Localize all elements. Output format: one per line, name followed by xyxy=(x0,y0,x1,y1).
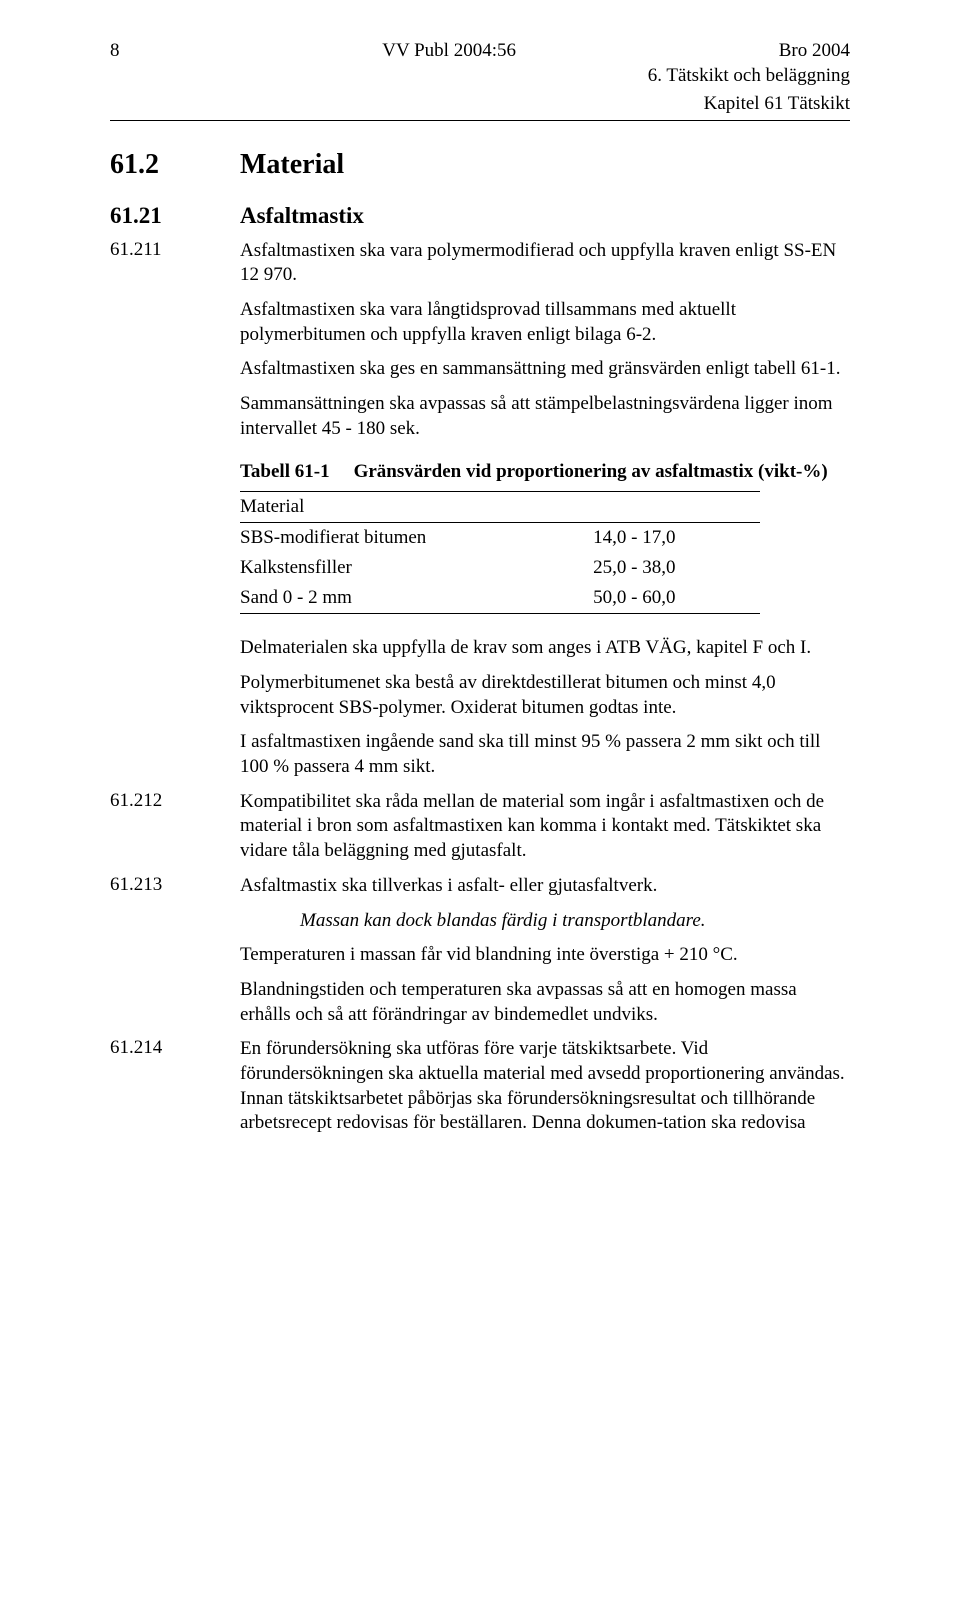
header-subtitle-1: 6. Tätskikt och beläggning xyxy=(110,64,850,88)
clause-61-213: 61.213 Asfaltmastix ska tillverkas i asf… xyxy=(110,874,850,899)
table-caption-text: Gränsvärden vid proportionering av asfal… xyxy=(354,461,828,483)
heading-title: Asfaltmastix xyxy=(240,203,364,229)
table-header-cell: Material xyxy=(240,492,760,523)
clause-text: Asfaltmastixen ska vara polymermodifiera… xyxy=(240,239,850,288)
clause-text: Asfaltmastixen ska vara långtidsprovad t… xyxy=(240,298,850,347)
table-cell-value: 25,0 - 38,0 xyxy=(533,553,760,583)
table-row: SBS-modifierat bitumen 14,0 - 17,0 xyxy=(240,523,760,554)
clause-61-214: 61.214 En förundersökning ska utföras fö… xyxy=(110,1037,850,1136)
table-cell-value: 50,0 - 60,0 xyxy=(533,583,760,614)
clause-text: I asfaltmastixen ingående sand ska till … xyxy=(240,730,850,779)
table-header-row: Material xyxy=(240,492,760,523)
clause-text: Asfaltmastixen ska ges en sammansättning… xyxy=(240,357,850,382)
table-label: Tabell 61-1 xyxy=(240,461,330,483)
clause-text: Kompatibilitet ska råda mellan de materi… xyxy=(240,790,850,864)
table-row: Kalkstensfiller 25,0 - 38,0 xyxy=(240,553,760,583)
heading-title: Material xyxy=(240,149,344,181)
table-cell-value: 14,0 - 17,0 xyxy=(533,523,760,554)
clause-number: 61.213 xyxy=(110,874,240,896)
page-number: 8 xyxy=(110,40,120,62)
table-caption: Tabell 61-1 Gränsvärden vid proportioner… xyxy=(240,461,850,483)
clause-text: En förundersökning ska utföras före varj… xyxy=(240,1037,850,1136)
heading-number: 61.21 xyxy=(110,203,240,229)
heading-number: 61.2 xyxy=(110,149,240,181)
publication-id: VV Publ 2004:56 xyxy=(382,40,516,62)
table-cell-material: SBS-modifierat bitumen xyxy=(240,523,533,554)
header-rule xyxy=(110,120,850,121)
heading-61-21: 61.21 Asfaltmastix xyxy=(110,203,850,229)
table-61-1: Tabell 61-1 Gränsvärden vid proportioner… xyxy=(240,461,850,614)
clause-text: Temperaturen i massan får vid blandning … xyxy=(240,943,850,968)
table-cell-material: Kalkstensfiller xyxy=(240,553,533,583)
clause-number: 61.212 xyxy=(110,790,240,812)
clause-61-212: 61.212 Kompatibilitet ska råda mellan de… xyxy=(110,790,850,864)
table-row: Sand 0 - 2 mm 50,0 - 60,0 xyxy=(240,583,760,614)
clause-text: Sammansättningen ska avpassas så att stä… xyxy=(240,392,850,441)
clause-text: Polymerbitumenet ska bestå av direktdest… xyxy=(240,671,850,720)
clause-note-italic: Massan kan dock blandas färdig i transpo… xyxy=(300,909,850,934)
table-cell-material: Sand 0 - 2 mm xyxy=(240,583,533,614)
clause-text: Delmaterialen ska uppfylla de krav som a… xyxy=(240,636,850,661)
page-header-row: 8 VV Publ 2004:56 Bro 2004 xyxy=(110,40,850,62)
clause-61-211: 61.211 Asfaltmastixen ska vara polymermo… xyxy=(110,239,850,288)
heading-61-2: 61.2 Material xyxy=(110,149,850,181)
header-subtitle-2: Kapitel 61 Tätskikt xyxy=(110,92,850,116)
table-body: Material SBS-modifierat bitumen 14,0 - 1… xyxy=(240,491,760,614)
document-id: Bro 2004 xyxy=(779,40,850,62)
clause-text: Asfaltmastix ska tillverkas i asfalt- el… xyxy=(240,874,850,899)
clause-number: 61.214 xyxy=(110,1037,240,1059)
clause-number: 61.211 xyxy=(110,239,240,261)
clause-text: Blandningstiden och temperaturen ska avp… xyxy=(240,978,850,1027)
page: 8 VV Publ 2004:56 Bro 2004 6. Tätskikt o… xyxy=(0,0,960,1206)
